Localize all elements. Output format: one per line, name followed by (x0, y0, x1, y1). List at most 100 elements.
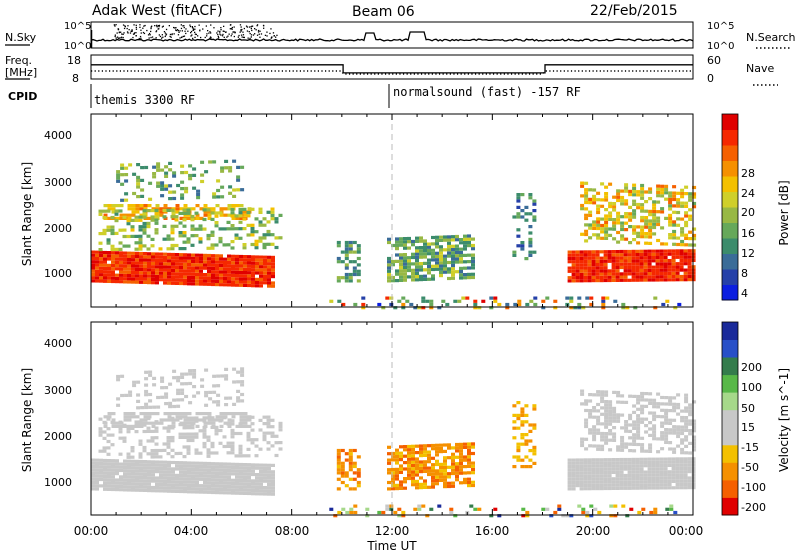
velocity-cell (648, 433, 653, 437)
power-cell (352, 269, 357, 273)
power-cell (151, 258, 155, 262)
nsky-point (182, 35, 184, 38)
power-cell (624, 186, 629, 190)
power-cell (267, 274, 271, 279)
power-cell (599, 279, 604, 283)
power-cell (663, 278, 668, 282)
power-cell (227, 280, 231, 284)
velocity-cell (195, 484, 199, 488)
velocity-cell (267, 466, 271, 471)
power-cell (239, 264, 243, 268)
velocity-cell (155, 486, 159, 490)
power-cell (154, 212, 159, 216)
power-cell (619, 278, 624, 282)
velocity-cell (159, 482, 163, 487)
power-cell (120, 166, 125, 170)
power-cell (451, 244, 455, 248)
nsky-line (90, 31, 694, 42)
velocity-cell (127, 485, 131, 489)
power-cell (207, 266, 211, 270)
velocity-cell (603, 474, 608, 478)
velocity-cell (569, 514, 574, 518)
velocity-cell (227, 481, 231, 485)
nsky-point (181, 30, 183, 32)
power-cell (207, 216, 212, 220)
power-cell (175, 269, 179, 273)
power-cell (524, 257, 529, 261)
velocity-cell (579, 458, 584, 462)
velocity-cell (599, 464, 604, 468)
power-cell (199, 276, 203, 280)
power-cell (684, 185, 689, 189)
velocity-cell (230, 432, 235, 436)
velocity-cell (203, 477, 207, 481)
power-cell (187, 269, 191, 273)
power-cell (111, 267, 115, 271)
velocity-cell (127, 415, 132, 419)
velocity-cell (587, 474, 592, 478)
power-color-swatch (722, 160, 738, 177)
power-cell (186, 211, 191, 215)
power-cell (147, 265, 151, 269)
power-cell (352, 240, 357, 245)
velocity-cell (532, 407, 537, 411)
power-cell (599, 266, 604, 270)
velocity-cell (387, 452, 391, 456)
nsky-point (219, 33, 221, 35)
power-cell (182, 234, 187, 238)
nsky-point (250, 34, 253, 36)
power-cell (640, 228, 645, 232)
velocity-cell (611, 458, 616, 462)
power-cell (120, 182, 125, 186)
power-cell (683, 255, 688, 259)
velocity-cell (663, 460, 668, 464)
velocity-cell (183, 477, 187, 481)
velocity-cell (541, 507, 546, 511)
power-cell (628, 193, 633, 197)
power-cell (103, 263, 107, 267)
velocity-cell (437, 504, 442, 508)
velocity-cell (397, 514, 402, 518)
velocity-cell (135, 488, 139, 492)
power-cell (623, 256, 628, 260)
power-cell (391, 243, 395, 248)
power-cell (604, 236, 609, 240)
velocity-cell (680, 419, 685, 423)
power-cell (251, 284, 255, 288)
power-cell (211, 263, 215, 267)
power-cell (692, 205, 697, 209)
power-cell (214, 221, 219, 225)
velocity-cell (660, 415, 665, 419)
power-cell (236, 175, 241, 179)
velocity-cell (154, 436, 159, 440)
velocity-cell (235, 475, 239, 479)
velocity-cell (672, 405, 677, 410)
velocity-cell (115, 421, 120, 425)
power-cell (130, 228, 135, 232)
power-cell (239, 283, 243, 287)
velocity-cell (147, 476, 151, 480)
velocity-cell (191, 467, 195, 472)
velocity-cell (439, 462, 443, 466)
power-cell (251, 268, 255, 272)
power-cell (259, 284, 263, 288)
power-cell (114, 247, 119, 251)
velocity-cell (619, 480, 624, 484)
power-cell (688, 195, 693, 199)
power-cell (155, 255, 159, 259)
velocity-cell (631, 457, 636, 461)
velocity-cell (211, 478, 215, 482)
power-cell (95, 253, 99, 257)
power-cell (651, 259, 656, 263)
velocity-cell (471, 461, 475, 465)
power-cell (628, 205, 633, 209)
power-cell (146, 247, 151, 251)
power-cell (623, 272, 628, 276)
power-color-swatch (722, 129, 738, 146)
velocity-cell (604, 409, 609, 413)
power-cell (451, 276, 455, 280)
power-cell (399, 269, 403, 273)
power-cell (352, 250, 357, 254)
velocity-cell (138, 420, 143, 424)
velocity-cell (107, 468, 111, 472)
